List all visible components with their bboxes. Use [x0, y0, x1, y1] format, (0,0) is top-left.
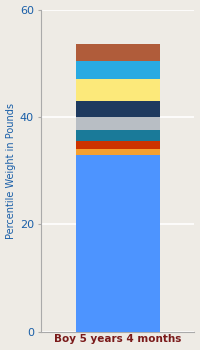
Bar	[76, 130, 160, 141]
Bar	[76, 61, 160, 79]
Bar	[76, 141, 160, 149]
Bar	[76, 154, 160, 332]
Bar	[76, 79, 160, 101]
Bar	[76, 44, 160, 61]
Bar	[76, 101, 160, 117]
Y-axis label: Percentile Weight in Pounds: Percentile Weight in Pounds	[6, 103, 16, 239]
Bar	[76, 117, 160, 130]
Bar	[76, 149, 160, 154]
